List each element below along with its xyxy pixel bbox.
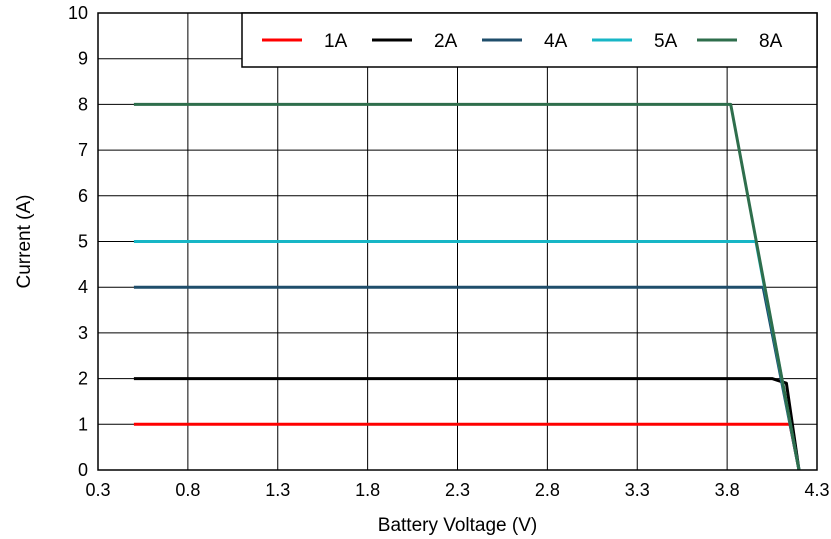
y-tick-label: 1: [78, 414, 88, 434]
x-tick-label: 2.8: [535, 480, 560, 500]
series-lines: [133, 102, 801, 471]
x-tick-labels: 0.3 0.8 1.3 1.8 2.3 2.8 3.3 3.8 4.3: [85, 480, 829, 500]
series-line-5A: [133, 240, 801, 471]
x-tick-label: 4.3: [804, 480, 829, 500]
series-line-2A: [133, 377, 801, 471]
y-tick-labels: 0 1 2 3 4 5 6 7 8 9 10: [68, 3, 88, 480]
series-line-1A: [133, 422, 801, 471]
legend-label-5A: 5A: [654, 31, 678, 52]
x-tick-label: 2.3: [445, 480, 470, 500]
y-tick-label: 3: [78, 323, 88, 343]
legend-label-2A: 2A: [434, 31, 458, 52]
x-tick-label: 0.3: [85, 480, 110, 500]
x-tick-label: 3.3: [625, 480, 650, 500]
legend-label-4A: 4A: [544, 31, 568, 52]
series-line-8A: [133, 102, 801, 471]
x-axis-title: Battery Voltage (V): [378, 515, 537, 536]
x-tick-label: 1.8: [355, 480, 380, 500]
y-tick-label: 10: [68, 3, 88, 23]
y-tick-label: 7: [78, 140, 88, 160]
y-tick-label: 2: [78, 369, 88, 389]
y-tick-label: 0: [78, 460, 88, 480]
y-tick-label: 5: [78, 232, 88, 252]
legend-label-1A: 1A: [324, 31, 348, 52]
y-tick-label: 8: [78, 94, 88, 114]
legend: 1A 2A 4A 5A 8A: [241, 12, 818, 68]
y-axis-title: Current (A): [14, 195, 35, 289]
x-tick-label: 0.8: [175, 480, 200, 500]
y-tick-label: 4: [78, 277, 88, 297]
y-tick-label: 6: [78, 186, 88, 206]
legend-label-8A: 8A: [759, 31, 783, 52]
x-tick-label: 3.8: [715, 480, 740, 500]
x-tick-label: 1.3: [265, 480, 290, 500]
y-tick-label: 9: [78, 49, 88, 69]
